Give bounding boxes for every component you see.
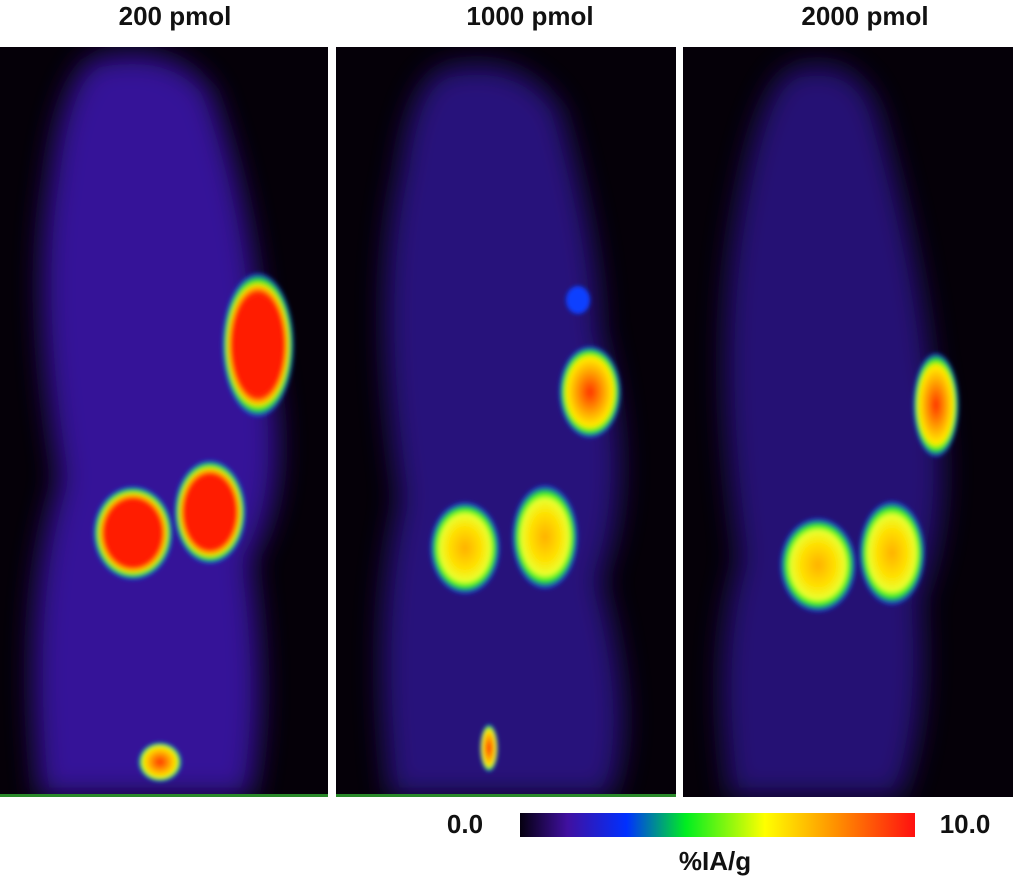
panel-label: 2000 pmol — [801, 1, 928, 31]
colorbar-max: 10.0 — [940, 809, 991, 839]
panel-label: 1000 pmol — [466, 1, 593, 31]
panel-label: 200 pmol — [119, 1, 232, 31]
pet-image — [683, 47, 1013, 797]
pet-image — [336, 47, 676, 797]
pet-image — [0, 47, 328, 797]
colorbar — [520, 813, 915, 837]
colorbar-min: 0.0 — [447, 809, 483, 839]
colorbar-unit: %IA/g — [679, 846, 751, 876]
